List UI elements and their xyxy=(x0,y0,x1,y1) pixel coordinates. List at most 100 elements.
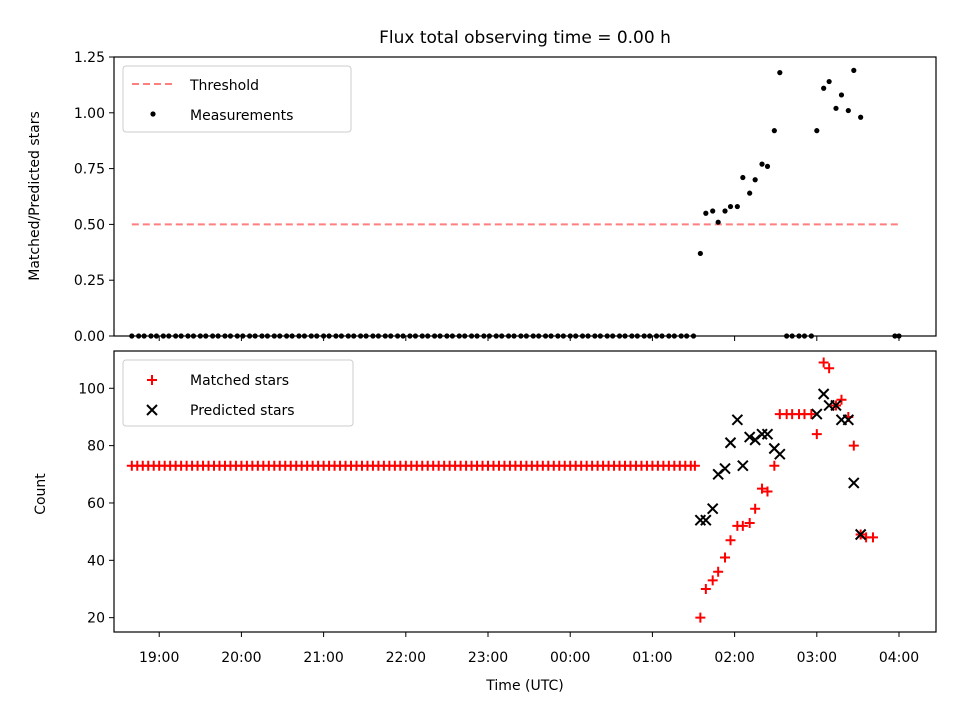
chart-title: Flux total observing time = 0.00 h xyxy=(379,28,671,48)
bottom-xtick-label: 22:00 xyxy=(386,650,426,666)
measurement-point xyxy=(752,177,758,183)
measurement-point xyxy=(703,210,709,216)
measurement-point xyxy=(747,190,753,196)
measurement-point xyxy=(710,208,716,214)
top-ytick-label: 0.75 xyxy=(74,162,105,178)
matched-star-point xyxy=(725,535,736,546)
measurement-point xyxy=(851,67,857,73)
top-ylabel: Matched/Predicted stars xyxy=(27,111,43,281)
measurement-point xyxy=(833,105,839,111)
bottom-xtick-label: 19:00 xyxy=(139,650,179,666)
matched-star-point xyxy=(689,460,700,471)
matched-star-point xyxy=(769,460,780,471)
bottom-marks xyxy=(126,357,878,623)
bottom-axes-frame xyxy=(113,350,937,633)
matched-star-point xyxy=(757,483,768,494)
measurement-point xyxy=(858,114,864,120)
predicted-star-point xyxy=(737,459,749,472)
top-ytick-label: 0.25 xyxy=(74,273,105,289)
bottom-ytick-label: 20 xyxy=(87,611,105,627)
measurement-point xyxy=(734,203,740,210)
measurement-point xyxy=(845,107,851,114)
bottom-ylabel: Count xyxy=(33,473,49,515)
matched-star-point xyxy=(744,518,755,529)
top-legend: Threshold Measurements xyxy=(122,65,352,133)
predicted-star-point xyxy=(731,414,744,426)
top-panel: 0.00 0.25 0.50 0.75 1.00 1.25 Matched/Predict… xyxy=(27,50,937,345)
legend-predicted-label: Predicted stars xyxy=(190,403,295,419)
top-marks xyxy=(129,67,902,339)
bottom-xtick-label: 20:00 xyxy=(221,650,261,666)
matched-star-point xyxy=(750,503,761,514)
measurement-point xyxy=(715,219,721,225)
matched-star-point xyxy=(720,552,731,563)
measurement-point xyxy=(759,161,765,167)
measurement-point xyxy=(697,250,703,257)
predicted-star-point xyxy=(719,462,731,475)
bottom-xlabel: Time (UTC) xyxy=(485,678,563,694)
matched-star-point xyxy=(818,357,829,368)
bottom-xtick-label: 21:00 xyxy=(303,650,343,666)
predicted-star-point xyxy=(842,414,855,426)
matched-star-point xyxy=(700,583,711,594)
matched-star-point xyxy=(762,486,773,497)
bottom-panel: 20 40 60 80 100 19:00 20:00 21:00 22:00 23:00 00:0… xyxy=(33,350,937,694)
matched-star-point xyxy=(806,409,817,420)
bottom-ytick-label: 100 xyxy=(78,381,105,397)
predicted-star-point xyxy=(848,477,860,489)
bottom-xtick-label: 02:00 xyxy=(714,650,754,666)
measurement-point xyxy=(821,85,827,91)
matched-star-point xyxy=(867,532,878,543)
measurement-point xyxy=(826,78,832,85)
bottom-legend-box xyxy=(122,359,354,427)
matched-star-point xyxy=(713,566,724,577)
bottom-ytick-label: 80 xyxy=(87,439,105,455)
matched-star-point xyxy=(737,520,748,531)
predicted-star-point xyxy=(700,514,712,526)
predicted-star-point xyxy=(761,428,774,440)
top-axes-frame xyxy=(113,56,937,337)
matched-star-point xyxy=(707,575,718,586)
top-ytick-label: 0.50 xyxy=(74,217,105,233)
predicted-star-point xyxy=(774,448,786,460)
measurement-point xyxy=(727,203,734,210)
measurement-point xyxy=(764,163,771,169)
predicted-star-point xyxy=(854,528,867,541)
bottom-xtick-label: 00:00 xyxy=(550,650,590,666)
bottom-legend: Matched stars Predicted stars xyxy=(122,359,354,427)
matched-star-point xyxy=(848,440,859,451)
predicted-star-point xyxy=(811,408,823,420)
bottom-xtick-label: 03:00 xyxy=(797,650,837,666)
measurement-point xyxy=(814,128,820,134)
top-ytick-label: 1.00 xyxy=(74,106,105,122)
matched-star-point xyxy=(824,363,835,374)
predicted-star-point xyxy=(706,502,719,515)
bottom-xtick-label: 01:00 xyxy=(632,650,672,666)
top-ticks: 0.00 0.25 0.50 0.75 1.00 1.25 xyxy=(74,50,900,345)
top-ytick-label: 0.00 xyxy=(74,329,105,345)
legend-matched-label: Matched stars xyxy=(190,373,289,389)
bottom-xtick-label: 23:00 xyxy=(468,650,508,666)
legend-measurements-swatch xyxy=(150,111,156,117)
matched-star-point xyxy=(695,612,706,623)
legend-measurements-label: Measurements xyxy=(190,108,293,124)
predicted-star-point xyxy=(817,388,830,400)
legend-matched-swatch xyxy=(147,375,157,385)
legend-threshold-label: Threshold xyxy=(189,78,259,94)
predicted-star-point xyxy=(743,431,756,443)
top-ytick-label: 1.25 xyxy=(74,50,105,66)
predicted-star-point xyxy=(724,437,737,449)
bottom-ticks: 20 40 60 80 100 19:00 20:00 21:00 22:00 23:00 00:0… xyxy=(78,381,919,666)
bottom-xtick-label: 04:00 xyxy=(879,650,919,666)
measurement-point xyxy=(777,70,783,76)
bottom-ytick-label: 40 xyxy=(87,553,105,569)
predicted-star-point xyxy=(830,399,842,412)
measurement-point xyxy=(838,92,845,98)
legend-predicted-swatch xyxy=(146,404,158,416)
measurement-point xyxy=(771,128,777,134)
top-legend-box xyxy=(122,65,352,133)
matched-star-point xyxy=(811,429,822,440)
measurement-point xyxy=(722,208,728,214)
matched-star-point xyxy=(836,394,847,405)
